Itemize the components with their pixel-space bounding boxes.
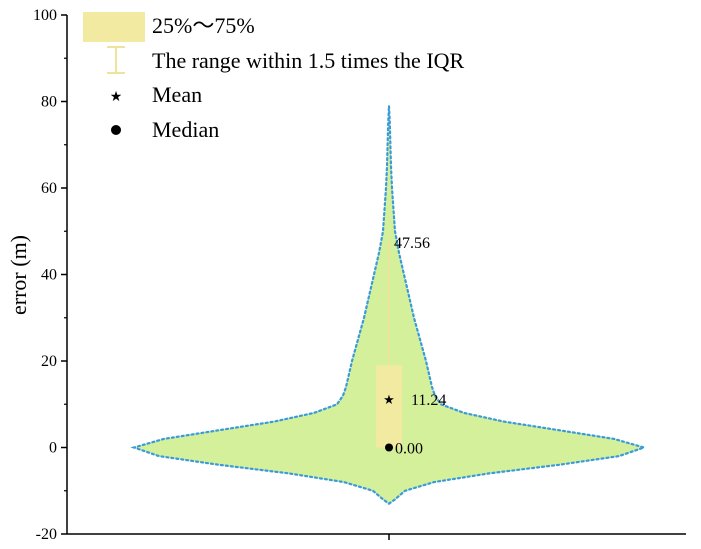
- whisker-high-label: 47.56: [394, 235, 430, 252]
- legend-whisker-swatch: [107, 46, 125, 74]
- legend-whisker-label: The range within 1.5 times the IQR: [152, 48, 465, 73]
- legend-median-label: Median: [152, 117, 219, 142]
- y-tick-label: 60: [41, 180, 57, 197]
- y-ticks: -20 0 20 40 60 80 100: [33, 7, 67, 543]
- legend-mean-label: Mean: [152, 82, 202, 107]
- legend-mean-star-icon: ★: [110, 89, 123, 105]
- y-tick-label: 100: [33, 7, 57, 24]
- y-tick-label: 20: [41, 353, 57, 370]
- y-tick-label: -20: [36, 526, 57, 543]
- violin-layer: ★: [130, 105, 648, 506]
- y-axis-label: error (m): [6, 235, 31, 315]
- legend-iqr-swatch: [83, 12, 145, 42]
- legend-median-dot-icon: [111, 125, 121, 135]
- median-label: 0.00: [395, 441, 423, 458]
- iqr-box: [376, 365, 402, 448]
- y-tick-label: 40: [41, 267, 57, 284]
- median-dot: [385, 443, 393, 452]
- axes-layer: -20 0 20 40 60 80 100: [33, 7, 686, 543]
- legend-iqr-label: 25%～75%: [152, 13, 255, 38]
- legend: 25%～75% The range within 1.5 times the I…: [83, 12, 465, 142]
- y-tick-label: 0: [49, 440, 57, 457]
- mean-label: 11.24: [411, 392, 446, 409]
- annotation-layer: 47.56 11.24 0.00: [394, 235, 446, 458]
- mean-star-icon: ★: [383, 393, 395, 408]
- y-tick-label: 80: [41, 94, 57, 111]
